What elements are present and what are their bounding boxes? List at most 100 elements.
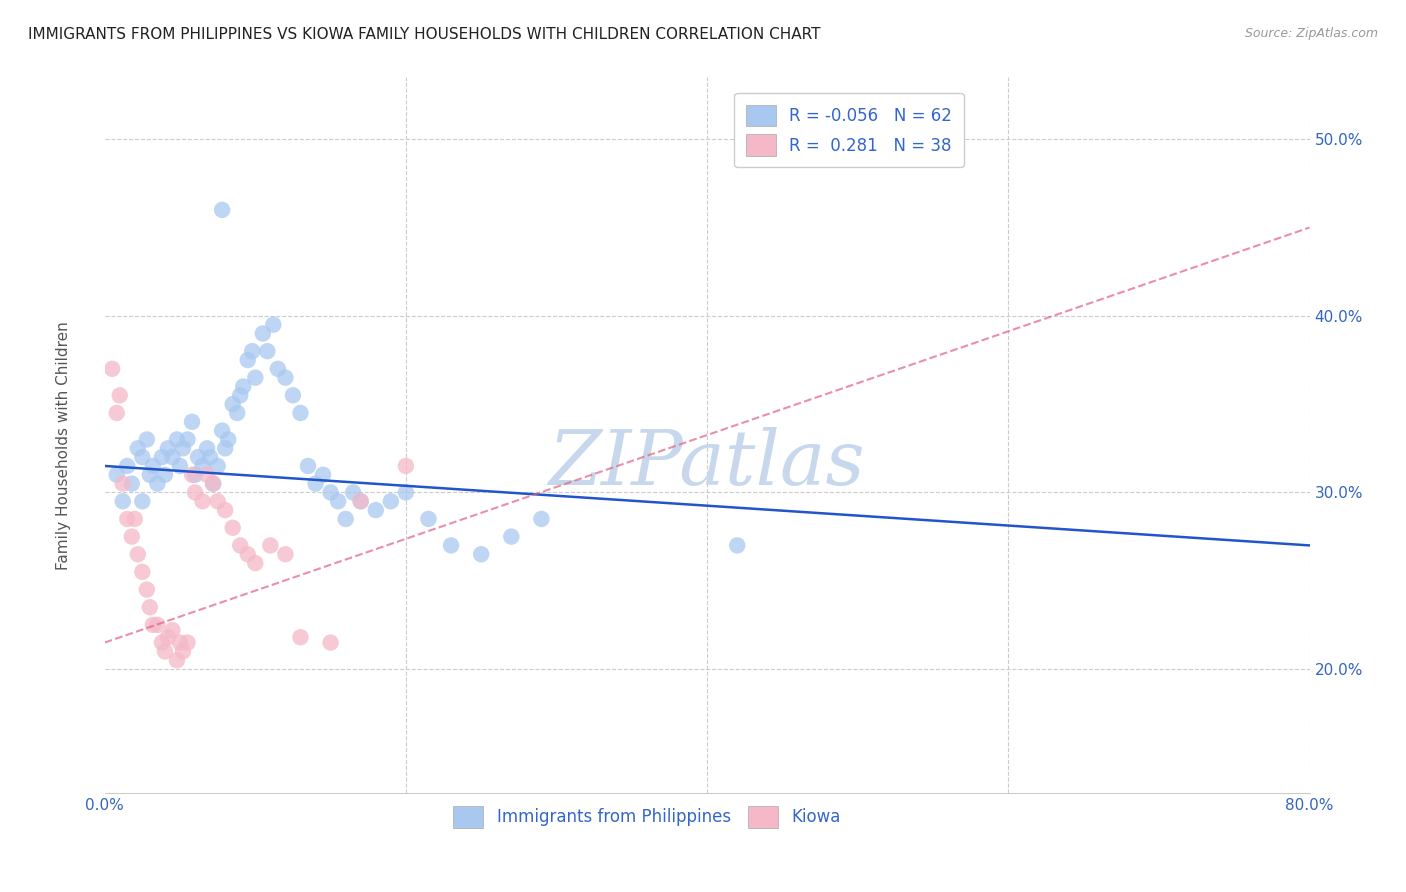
Point — [236, 547, 259, 561]
Point — [146, 476, 169, 491]
Point — [221, 521, 243, 535]
Point — [335, 512, 357, 526]
Point — [142, 458, 165, 473]
Point — [121, 530, 143, 544]
Point — [530, 512, 553, 526]
Point — [184, 485, 207, 500]
Legend: Immigrants from Philippines, Kiowa: Immigrants from Philippines, Kiowa — [447, 799, 846, 834]
Point — [117, 512, 139, 526]
Point — [124, 512, 146, 526]
Point — [418, 512, 440, 526]
Point — [214, 442, 236, 456]
Point — [380, 494, 402, 508]
Point — [211, 424, 233, 438]
Point — [169, 635, 191, 649]
Point — [342, 485, 364, 500]
Point — [156, 630, 179, 644]
Text: ZIPatlas: ZIPatlas — [548, 426, 866, 500]
Point — [131, 565, 153, 579]
Point — [350, 494, 373, 508]
Point — [290, 630, 312, 644]
Point — [326, 494, 349, 508]
Point — [202, 476, 225, 491]
Point — [191, 458, 214, 473]
Point — [150, 635, 173, 649]
Point — [350, 494, 373, 508]
Point — [135, 433, 157, 447]
Point — [162, 623, 184, 637]
Point — [181, 467, 204, 482]
Point — [169, 458, 191, 473]
Point — [139, 467, 162, 482]
Point — [211, 202, 233, 217]
Point — [226, 406, 249, 420]
Point — [245, 556, 267, 570]
Point — [232, 379, 254, 393]
Point — [166, 653, 188, 667]
Point — [187, 450, 209, 464]
Point — [245, 370, 267, 384]
Point — [184, 467, 207, 482]
Text: IMMIGRANTS FROM PHILIPPINES VS KIOWA FAMILY HOUSEHOLDS WITH CHILDREN CORRELATION: IMMIGRANTS FROM PHILIPPINES VS KIOWA FAM… — [28, 27, 821, 42]
Point — [221, 397, 243, 411]
Point — [229, 538, 252, 552]
Point — [131, 450, 153, 464]
Point — [146, 618, 169, 632]
Point — [101, 361, 124, 376]
Point — [142, 618, 165, 632]
Point — [172, 442, 194, 456]
Point — [117, 458, 139, 473]
Point — [236, 353, 259, 368]
Text: Source: ZipAtlas.com: Source: ZipAtlas.com — [1244, 27, 1378, 40]
Point — [191, 494, 214, 508]
Point — [267, 361, 290, 376]
Point — [274, 547, 297, 561]
Point — [172, 644, 194, 658]
Point — [312, 467, 335, 482]
Point — [176, 635, 198, 649]
Text: Family Households with Children: Family Households with Children — [56, 322, 70, 570]
Point — [198, 450, 221, 464]
Point — [297, 458, 319, 473]
Point — [440, 538, 463, 552]
Point — [202, 476, 225, 491]
Point — [395, 458, 418, 473]
Point — [156, 442, 179, 456]
Point — [319, 635, 342, 649]
Point — [240, 344, 263, 359]
Point — [139, 600, 162, 615]
Point — [290, 406, 312, 420]
Point — [281, 388, 304, 402]
Point — [319, 485, 342, 500]
Point — [725, 538, 748, 552]
Point — [395, 485, 418, 500]
Point — [166, 433, 188, 447]
Point — [111, 494, 134, 508]
Point — [501, 530, 523, 544]
Point — [195, 467, 218, 482]
Point — [214, 503, 236, 517]
Point — [262, 318, 284, 332]
Point — [121, 476, 143, 491]
Point — [111, 476, 134, 491]
Point — [127, 547, 149, 561]
Point — [252, 326, 274, 341]
Point — [364, 503, 387, 517]
Point — [256, 344, 278, 359]
Point — [153, 467, 176, 482]
Point — [229, 388, 252, 402]
Point — [131, 494, 153, 508]
Point — [105, 467, 128, 482]
Point — [176, 433, 198, 447]
Point — [470, 547, 492, 561]
Point — [207, 494, 229, 508]
Point — [207, 458, 229, 473]
Point — [217, 433, 239, 447]
Point — [105, 406, 128, 420]
Point — [153, 644, 176, 658]
Point — [108, 388, 131, 402]
Point — [259, 538, 281, 552]
Point — [135, 582, 157, 597]
Point — [150, 450, 173, 464]
Point — [195, 442, 218, 456]
